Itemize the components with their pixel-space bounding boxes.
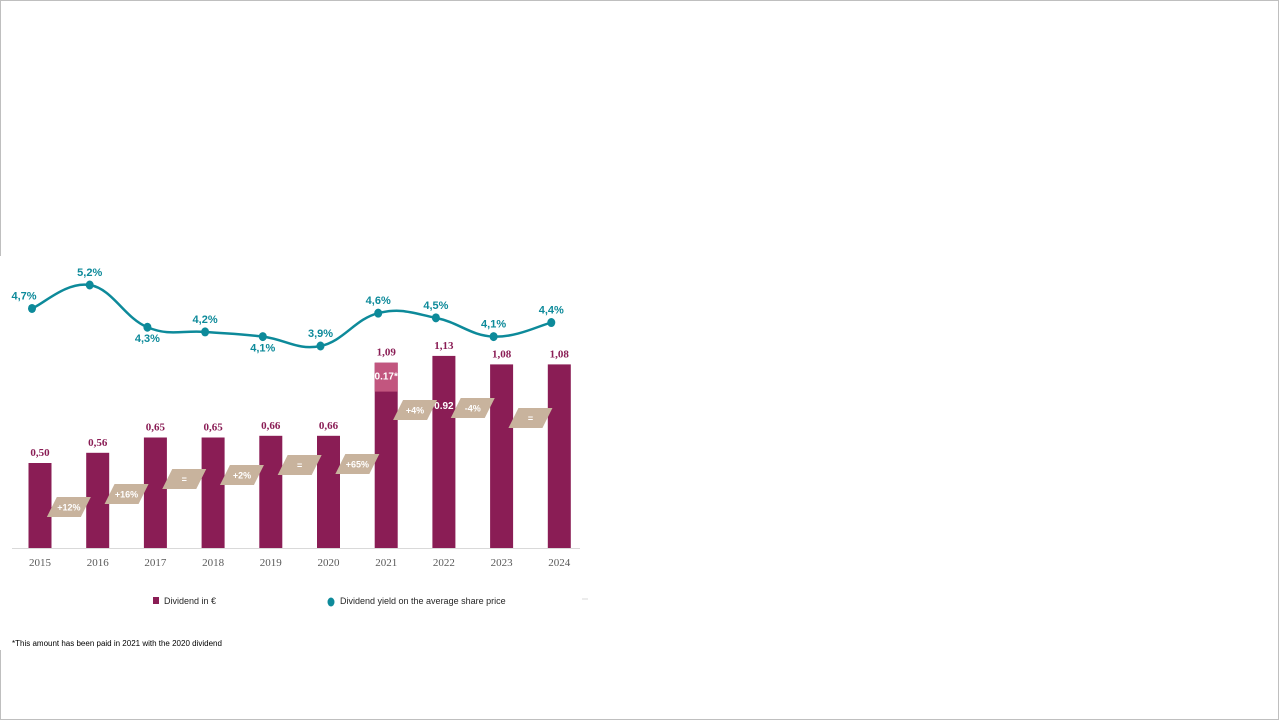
x-tick-label: 2015 — [29, 557, 52, 569]
growth-badge-label: = — [297, 461, 302, 471]
yield-value-label: 4,1% — [250, 343, 275, 355]
legend-label-yield: Dividend yield on the average share pric… — [340, 596, 506, 606]
yield-point — [258, 332, 267, 342]
yield-point — [374, 308, 383, 318]
footnote: *This amount has been paid in 2021 with … — [12, 639, 222, 648]
growth-badge-label: +12% — [57, 503, 80, 513]
growth-badge — [393, 400, 438, 420]
yield-point — [489, 332, 498, 342]
yield-value-label: 4,4% — [539, 305, 564, 317]
growth-badge-label: +65% — [346, 460, 369, 470]
growth-badge — [277, 455, 322, 475]
yield-value-label: 4,7% — [11, 290, 36, 302]
bar — [317, 435, 340, 548]
stacked-segment-label: 0.17* — [375, 372, 398, 383]
stacked-segment — [374, 362, 398, 392]
bar — [259, 435, 283, 548]
yield-point — [316, 341, 325, 351]
growth-badge-label: = — [182, 475, 187, 485]
yield-point — [85, 280, 94, 290]
x-axis: 2015 2016 2017 2018 2019 2020 2021 2022 2023 2024 — [12, 548, 580, 569]
yield-point — [28, 303, 36, 313]
x-tick-label: 2019 — [260, 557, 283, 569]
growth-badge-label: +16% — [115, 490, 138, 500]
yield-value-label: 4,6% — [366, 295, 391, 307]
x-tick-label: 2017 — [144, 557, 167, 569]
legend-label-dividend: Dividend in € — [164, 596, 216, 606]
bar — [143, 437, 167, 548]
yield-line — [31, 283, 552, 349]
dividend-chart: 0,50 0,56 0,65 0,65 0,66 0,66 1,09 1,13 1,08 1,08… — [11, 267, 588, 607]
frame-border — [0, 0, 1, 256]
yield-line-series: 4,7% 5,2% 4,3% 4,2% 4,1% 3,9% 4,6% 4,5% 4,1% 4,4% — [11, 267, 564, 355]
growth-badge — [162, 469, 207, 489]
bar — [547, 364, 571, 548]
yield-point — [547, 318, 556, 328]
inbar-value-label: 0.92 — [434, 401, 454, 412]
frame-border — [0, 650, 1, 720]
x-tick-label: 2024 — [548, 557, 571, 569]
growth-badge-label: -4% — [465, 404, 481, 414]
bar — [86, 452, 110, 548]
yield-value-label: 4,1% — [481, 319, 506, 331]
bar-value-label: 0,50 — [30, 447, 50, 459]
bar-value-label: 1,08 — [550, 348, 570, 360]
growth-badges: +12% +16% = +2% = +65% +4% -4% = — [46, 398, 553, 517]
legend-swatch-yield — [327, 597, 335, 607]
bar-value-label: 0,65 — [203, 422, 223, 434]
x-tick-label: 2016 — [87, 557, 110, 569]
growth-badge-label: +2% — [233, 471, 251, 481]
bar — [201, 437, 225, 548]
growth-badge-label: = — [528, 414, 533, 424]
bar-value-label: 0,65 — [146, 422, 166, 434]
yield-value-label: 4,5% — [423, 300, 448, 312]
bar-value-label: 0,56 — [88, 437, 108, 449]
yield-point — [201, 327, 210, 337]
yield-value-label: 3,9% — [308, 328, 333, 340]
x-tick-label: 2022 — [433, 557, 455, 569]
growth-badge — [104, 484, 149, 504]
bar — [432, 355, 456, 548]
growth-badge-label: +4% — [406, 406, 424, 416]
yield-value-label: 4,3% — [135, 333, 160, 345]
growth-badge — [219, 465, 264, 485]
bar-value-label: 1,13 — [434, 340, 454, 352]
x-tick-label: 2020 — [318, 557, 341, 569]
bar — [374, 362, 398, 548]
yield-value-label: 4,2% — [193, 314, 218, 326]
growth-badge — [46, 497, 91, 517]
x-tick-label: 2018 — [202, 557, 225, 569]
bar — [28, 463, 52, 548]
legend-swatch-dividend — [153, 597, 159, 604]
legend: Dividend in € Dividend yield on the avera… — [153, 596, 588, 607]
growth-badge — [450, 398, 495, 418]
bar — [490, 364, 514, 548]
bar-value-label: 1,08 — [492, 348, 512, 360]
growth-badge — [508, 408, 553, 428]
x-tick-label: 2023 — [491, 557, 514, 569]
yield-value-label: 5,2% — [77, 267, 102, 279]
bar-value-label: 1,09 — [377, 347, 397, 359]
x-tick-label: 2021 — [375, 557, 397, 569]
growth-badge — [335, 454, 380, 474]
bar-series: 0,50 0,56 0,65 0,65 0,66 0,66 1,09 1,13 1,08 1,08… — [28, 340, 571, 548]
bar-value-label: 0,66 — [319, 420, 339, 432]
yield-point — [431, 313, 440, 323]
bar-value-label: 0,66 — [261, 420, 281, 432]
yield-point — [143, 322, 152, 332]
